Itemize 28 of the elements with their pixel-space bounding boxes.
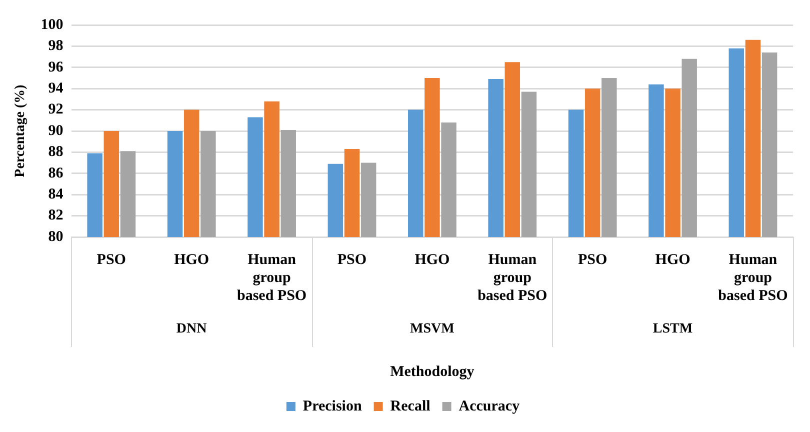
y-tick-label: 92 [48, 102, 64, 118]
text: DNN [176, 322, 207, 337]
x-tick-label: HGO [414, 252, 450, 268]
y-tick-label: 84 [48, 186, 64, 202]
text: LSTM [652, 322, 693, 337]
x-tick-label: HGO [174, 252, 210, 268]
y-axis-title: Percentage (%) [13, 84, 28, 178]
legend-label: Precision [302, 398, 362, 414]
y-tick-label: 100 [40, 16, 64, 33]
x-tick-label: Human group based PSO [236, 252, 307, 304]
x-tick-label: PSO [337, 252, 367, 268]
x-tick-label: PSO [578, 252, 608, 268]
legend-label: Accuracy [458, 398, 520, 414]
text: MSVM [410, 322, 454, 337]
y-tick-label: 88 [48, 144, 64, 160]
y-tick-label: 94 [48, 80, 64, 96]
y-tick-label: 90 [48, 122, 64, 139]
legend-label: Recall [390, 398, 430, 414]
x-tick-label: Human group based PSO [478, 252, 548, 304]
x-axis-title: Methodology [390, 364, 475, 380]
y-tick-label: 86 [48, 165, 64, 182]
x-tick-label: HGO [655, 252, 690, 268]
y-tick-label: 98 [48, 38, 64, 54]
x-tick-label: PSO [96, 252, 126, 268]
y-tick-label: 80 [48, 228, 64, 245]
y-tick-label: 96 [48, 59, 64, 76]
y-tick-label: 82 [48, 208, 64, 224]
x-tick-label: Human group based PSO [718, 252, 788, 304]
